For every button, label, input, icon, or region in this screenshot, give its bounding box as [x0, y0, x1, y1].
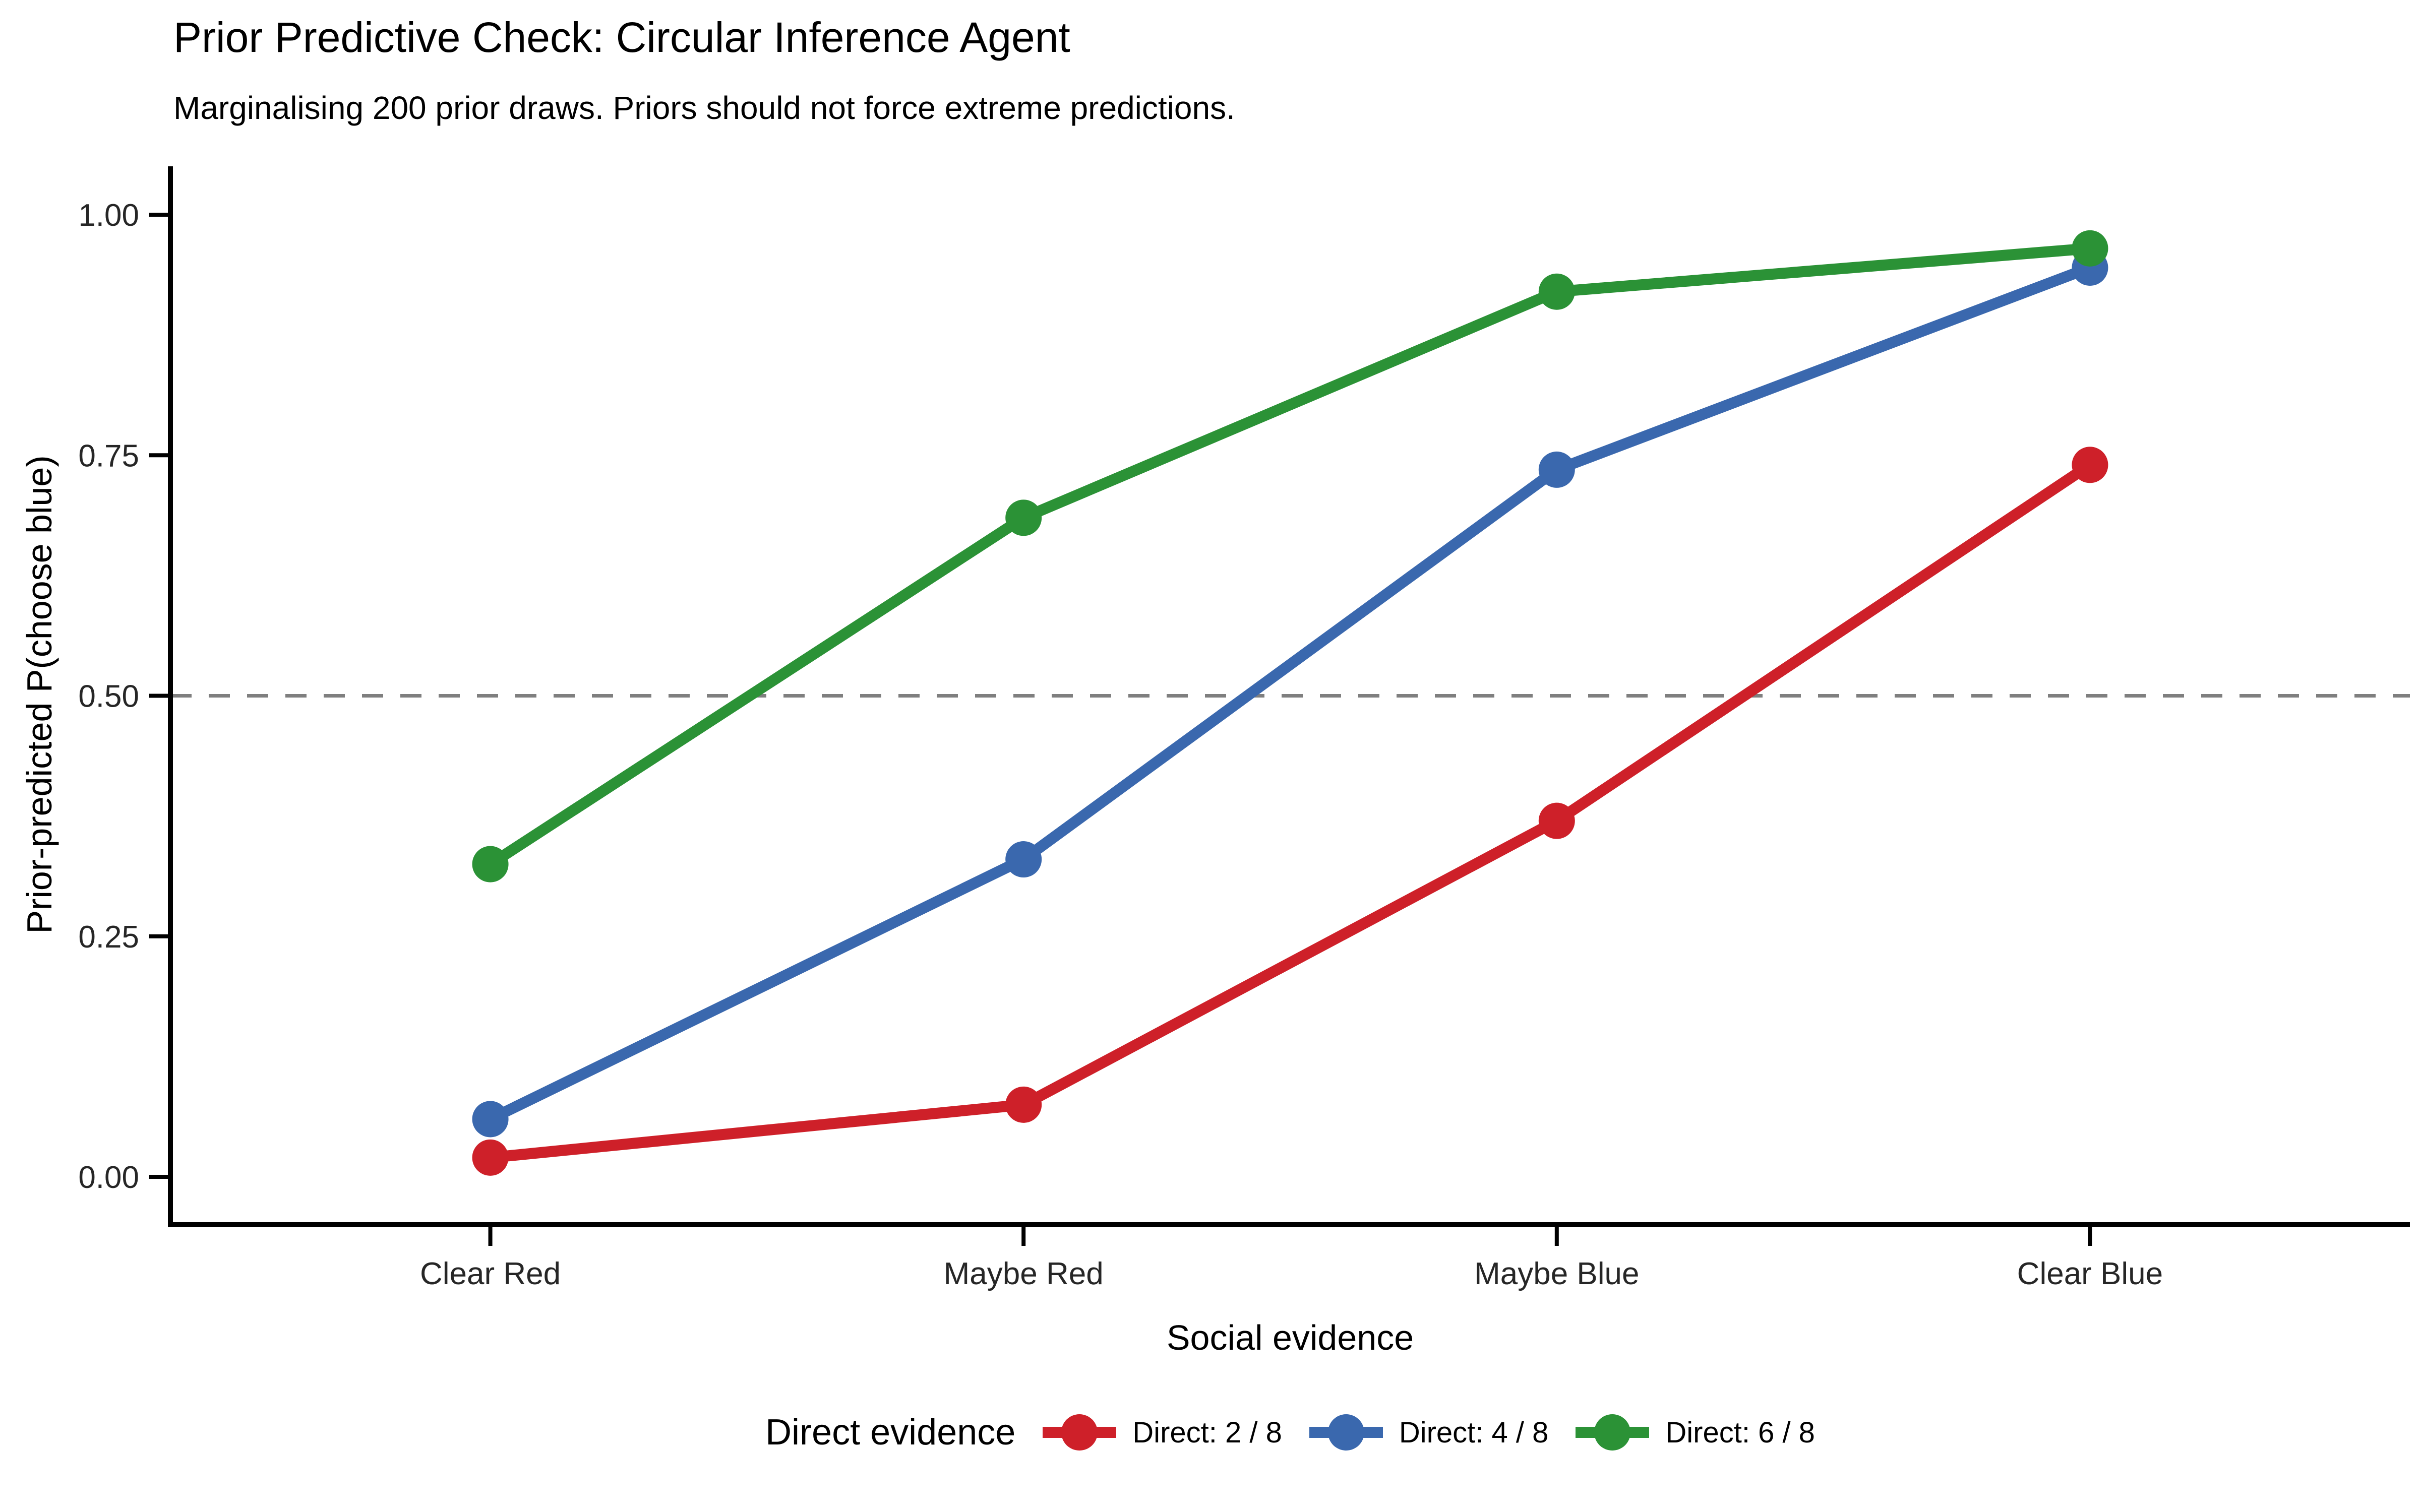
data-point-direct-4-8	[1538, 451, 1575, 488]
x-axis-title: Social evidence	[1167, 1318, 1414, 1357]
legend-item-direct-6-8: Direct: 6 / 8	[1575, 1405, 1815, 1460]
legend-item-label: Direct: 2 / 8	[1132, 1416, 1282, 1449]
data-point-direct-6-8	[2072, 230, 2108, 267]
y-tick-label: 0.50	[78, 679, 139, 714]
y-tick-label: 0.75	[78, 438, 139, 473]
chart-subtitle: Marginalising 200 prior draws. Priors sh…	[173, 90, 1235, 126]
data-point-direct-4-8	[1005, 841, 1042, 878]
legend-key-icon	[1309, 1414, 1383, 1451]
legend-item-direct-2-8: Direct: 2 / 8	[1042, 1405, 1282, 1460]
legend-item-label: Direct: 4 / 8	[1399, 1416, 1549, 1449]
legend-key-point	[1061, 1414, 1098, 1451]
series-line-direct-6-8	[487, 242, 2091, 869]
data-point-direct-6-8	[1005, 499, 1042, 536]
legend-key-point	[1327, 1414, 1364, 1451]
y-tick-label: 0.00	[78, 1160, 139, 1195]
data-point-direct-2-8	[472, 1139, 509, 1176]
data-point-direct-2-8	[2072, 447, 2108, 483]
legend-item-label: Direct: 6 / 8	[1665, 1416, 1815, 1449]
x-tick-label: Maybe Red	[944, 1256, 1104, 1291]
legend: Direct evidence Direct: 2 / 8 Direct: 4 /…	[170, 1392, 2410, 1473]
legend-key-icon	[1043, 1414, 1117, 1451]
data-point-direct-2-8	[1005, 1086, 1042, 1123]
y-axis-title: Prior-predicted P(choose blue)	[20, 455, 59, 933]
data-point-direct-2-8	[1538, 802, 1575, 839]
y-tick-label: 1.00	[78, 198, 139, 233]
data-point-direct-6-8	[472, 846, 509, 883]
legend-item-direct-4-8: Direct: 4 / 8	[1308, 1405, 1549, 1460]
series-line-direct-2-8	[490, 460, 2093, 1163]
data-point-direct-6-8	[1538, 273, 1575, 310]
data-point-direct-4-8	[472, 1101, 509, 1138]
legend-title: Direct evidence	[765, 1412, 1016, 1453]
legend-key-point	[1594, 1414, 1631, 1451]
x-tick-label: Maybe Blue	[1474, 1256, 1639, 1291]
x-tick-label: Clear Blue	[2017, 1256, 2163, 1291]
x-tick-label: Clear Red	[420, 1256, 561, 1291]
chart-title: Prior Predictive Check: Circular Inferen…	[173, 14, 1070, 61]
y-tick-label: 0.25	[78, 920, 139, 955]
series-line-direct-4-8	[488, 262, 2092, 1124]
legend-key-icon	[1576, 1414, 1650, 1451]
series-layer	[472, 230, 2108, 1176]
axes-layer: 0.00 0.25 0.50 0.75 1.00 Clear Red Maybe Red Ma…	[78, 166, 2410, 1291]
